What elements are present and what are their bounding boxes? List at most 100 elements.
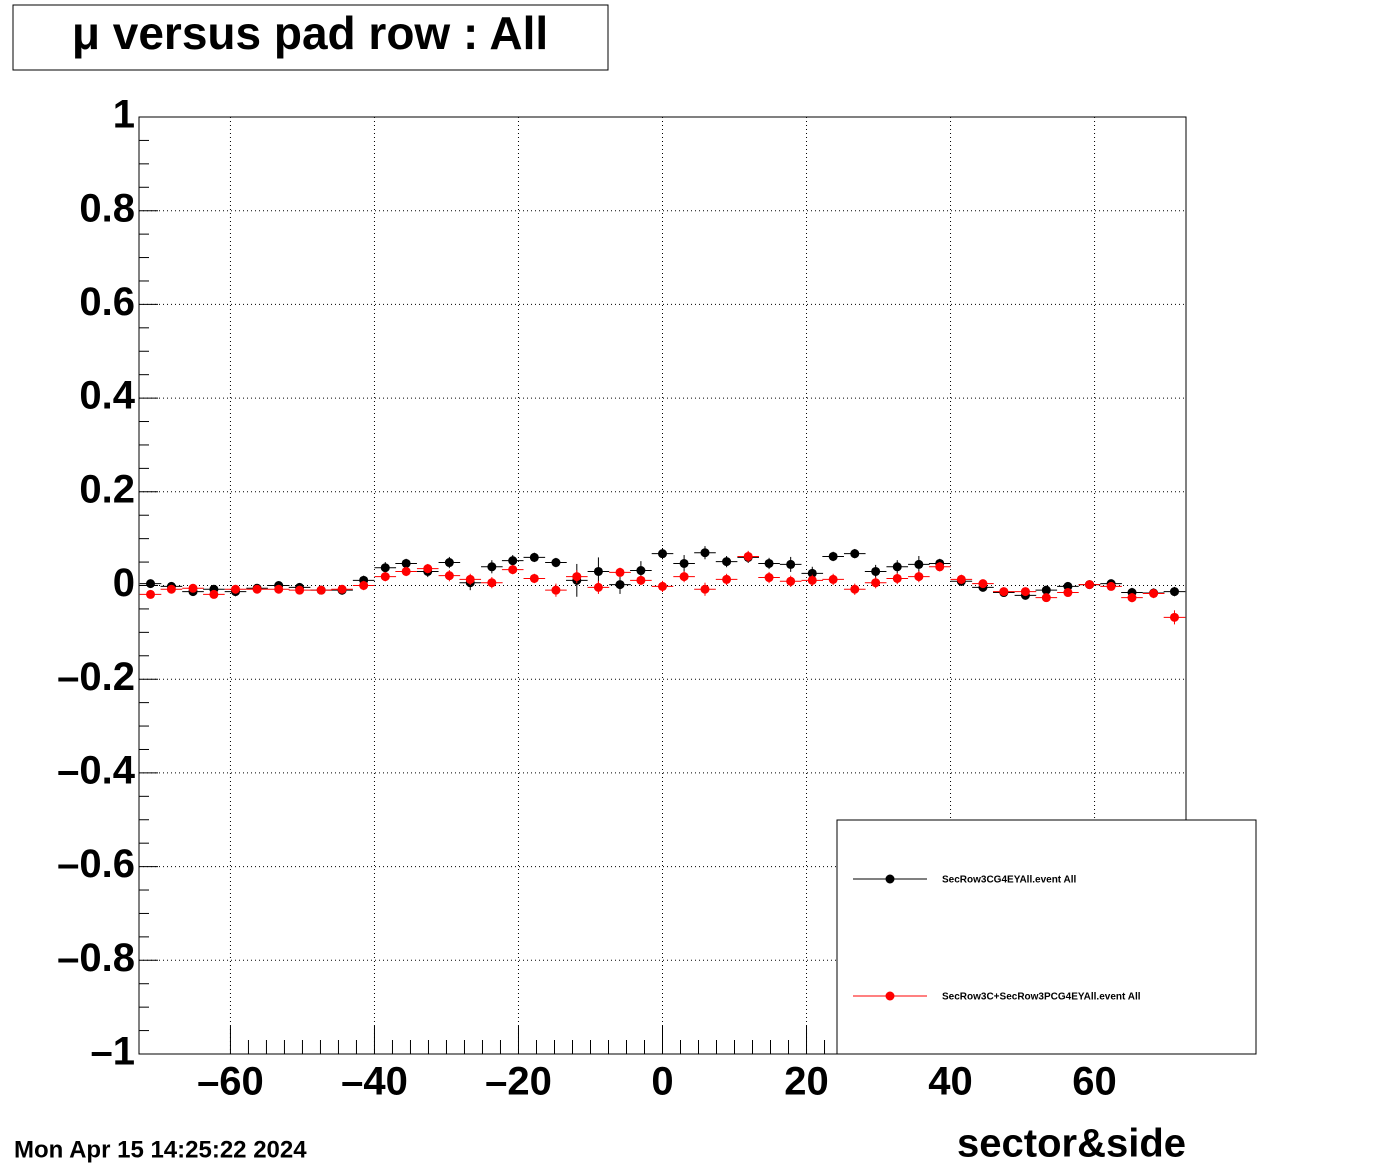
point xyxy=(658,581,667,591)
point xyxy=(444,571,454,581)
point xyxy=(850,549,860,559)
y-tick-label: 0.2 xyxy=(79,467,135,511)
legend-marker xyxy=(885,991,895,1001)
point xyxy=(166,584,176,594)
point xyxy=(1041,585,1051,595)
point xyxy=(529,552,539,562)
y-tick-label: 0.8 xyxy=(79,186,135,230)
point xyxy=(828,574,838,584)
y-tick-label: 1 xyxy=(113,93,135,137)
point xyxy=(1041,593,1051,603)
point xyxy=(700,584,710,594)
x-tick-label: 60 xyxy=(1072,1060,1117,1104)
title-box xyxy=(12,4,609,71)
point xyxy=(1149,588,1159,598)
point xyxy=(146,579,156,589)
point xyxy=(1127,593,1137,603)
y-tick-label: –0.2 xyxy=(57,655,135,699)
point xyxy=(1106,581,1116,591)
point xyxy=(401,558,411,568)
x-tick-label: 20 xyxy=(784,1060,829,1104)
point xyxy=(1169,587,1179,597)
point xyxy=(892,573,902,583)
point xyxy=(551,585,561,595)
point xyxy=(615,580,625,590)
point xyxy=(508,556,518,566)
point xyxy=(935,562,945,572)
point xyxy=(764,558,774,568)
legend-marker xyxy=(885,874,895,884)
point xyxy=(807,568,817,578)
point xyxy=(914,559,924,569)
point xyxy=(401,566,411,576)
point xyxy=(572,572,582,582)
point xyxy=(146,589,156,599)
point xyxy=(743,551,753,561)
point xyxy=(423,564,433,574)
point xyxy=(551,558,561,568)
point xyxy=(508,565,518,575)
point xyxy=(764,573,774,583)
y-tick-label: 0.4 xyxy=(79,374,135,418)
point xyxy=(1085,580,1095,590)
point xyxy=(487,562,497,572)
point xyxy=(1020,587,1030,597)
point xyxy=(465,574,475,584)
chart-title: μ versus pad row : All xyxy=(72,7,548,59)
point xyxy=(700,548,710,558)
legend-label: SecRow3C+SecRow3PCG4EYAll.event All xyxy=(942,992,1141,1003)
timestamp: Mon Apr 15 14:25:22 2024 xyxy=(14,1136,307,1163)
point xyxy=(252,584,262,594)
y-tick-label: –1 xyxy=(91,1030,136,1074)
point xyxy=(593,566,603,576)
point xyxy=(636,575,646,585)
point xyxy=(871,578,881,588)
point xyxy=(337,584,347,594)
point xyxy=(679,572,689,582)
series xyxy=(139,550,1186,625)
point xyxy=(722,574,732,584)
y-tick-label: 0.6 xyxy=(79,280,135,324)
point xyxy=(295,585,305,595)
point xyxy=(999,587,1009,597)
x-tick-label: 40 xyxy=(928,1060,973,1104)
point xyxy=(230,584,240,594)
y-tick-label: –0.8 xyxy=(57,936,135,980)
y-tick-label: –0.6 xyxy=(57,842,135,886)
point xyxy=(786,559,796,569)
point xyxy=(380,563,390,573)
y-tick-label: –0.4 xyxy=(57,748,136,792)
point xyxy=(914,572,924,582)
point xyxy=(359,581,369,590)
point xyxy=(956,574,966,584)
point xyxy=(1063,588,1073,598)
point xyxy=(274,584,284,594)
point xyxy=(679,558,689,568)
point xyxy=(658,549,667,559)
point xyxy=(871,566,881,576)
point xyxy=(188,583,198,593)
point xyxy=(978,579,988,589)
y-tick-label: 0 xyxy=(113,561,135,605)
point xyxy=(593,582,603,592)
x-tick-label: –20 xyxy=(485,1060,552,1104)
point xyxy=(1169,612,1179,622)
x-tick-label: –40 xyxy=(341,1060,408,1104)
point xyxy=(892,562,902,572)
point xyxy=(828,551,838,561)
point xyxy=(786,576,796,586)
point xyxy=(807,575,817,585)
legend-label: SecRow3CG4EYAll.event All xyxy=(942,875,1077,886)
x-tick-label: 0 xyxy=(651,1060,673,1104)
point xyxy=(380,572,390,582)
point xyxy=(209,589,219,599)
point xyxy=(487,578,497,588)
x-tick-label: –60 xyxy=(197,1060,264,1104)
point xyxy=(529,573,539,583)
point xyxy=(636,566,646,576)
point xyxy=(316,585,326,595)
legend-box xyxy=(836,819,1257,1055)
point xyxy=(850,584,860,594)
point xyxy=(444,558,454,568)
